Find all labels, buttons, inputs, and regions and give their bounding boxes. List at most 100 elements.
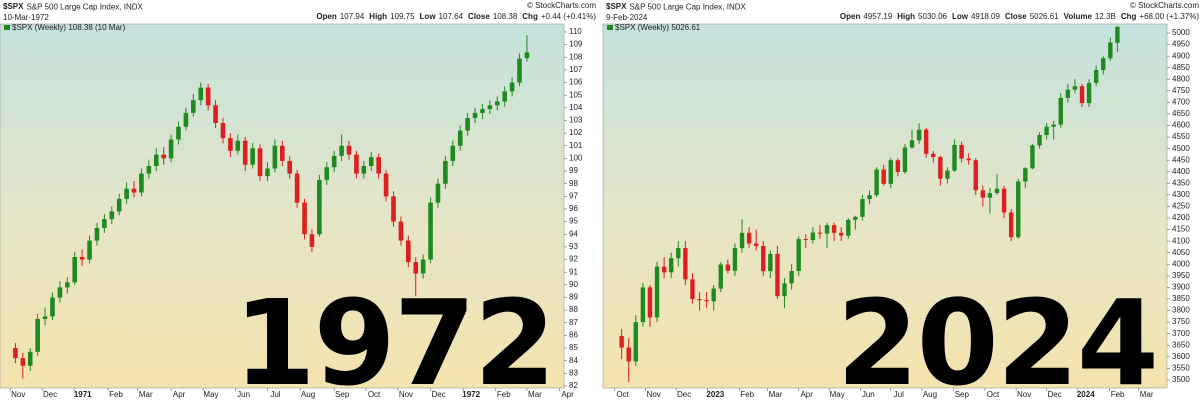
y-tick-label: 4800	[1172, 74, 1190, 83]
candle-body	[1115, 26, 1120, 43]
y-tick-label: 4050	[1172, 248, 1190, 257]
candle-body	[109, 211, 115, 220]
quote-label: Close	[1005, 12, 1027, 21]
candle-body	[1044, 126, 1049, 136]
x-tick-label: Nov	[399, 390, 413, 399]
candle-body	[987, 193, 993, 198]
candle-body	[139, 173, 144, 193]
y-tick-label: 109	[569, 40, 583, 49]
candle-body	[354, 154, 359, 174]
candle-body	[874, 169, 879, 196]
candle-body	[502, 91, 507, 102]
y-tick-label: 93	[569, 242, 578, 251]
candle-body	[376, 157, 381, 174]
index-name: S&P 500 Large Cap Index, INDX	[26, 3, 143, 12]
y-tick-label: 4150	[1172, 225, 1190, 234]
quote-value: 107.94	[340, 12, 365, 21]
candle-body	[346, 145, 352, 155]
x-tick-label: Dec	[1047, 390, 1061, 399]
candle-body	[1037, 135, 1042, 146]
candle-body	[746, 232, 752, 244]
x-tick-label: May	[830, 390, 845, 399]
quote-value: 5026.61	[1030, 12, 1059, 21]
x-tick-label: Feb	[740, 390, 754, 399]
y-tick-label: 98	[569, 179, 578, 188]
y-tick-label: 3800	[1172, 306, 1190, 315]
quote-value: 109.75	[390, 12, 415, 21]
candle-body	[183, 112, 189, 127]
x-tick-label: Mar	[769, 390, 783, 399]
candle-body	[324, 167, 330, 180]
y-tick-label: 3650	[1172, 340, 1190, 349]
candle-body	[1058, 98, 1063, 125]
candle-body	[1051, 124, 1056, 127]
quote-value: +68.00 (+1.37%)	[1139, 12, 1199, 21]
candle-body	[302, 202, 307, 235]
candle-body	[161, 154, 166, 159]
y-tick-label: 83	[569, 368, 578, 377]
candle-body	[916, 129, 922, 141]
x-tick-label: Mar	[528, 390, 542, 399]
candle-body	[57, 287, 63, 298]
y-tick-label: 90	[569, 280, 578, 289]
candle-body	[428, 202, 433, 260]
candle-body	[487, 105, 493, 110]
y-tick-label: 87	[569, 318, 578, 327]
candle-body	[923, 129, 929, 154]
candle-body	[257, 148, 263, 177]
x-tick-label: Jun	[237, 390, 250, 399]
y-tick-label: 3550	[1172, 363, 1190, 372]
candle-body	[27, 351, 33, 366]
x-tick-label: Mar	[1140, 390, 1154, 399]
candle-body	[633, 322, 638, 362]
candle-body	[168, 139, 174, 159]
candle-body	[938, 156, 943, 179]
candle-body	[146, 165, 152, 174]
y-tick-label: 100	[569, 154, 583, 163]
candle-body	[1072, 86, 1078, 90]
candle-body	[626, 347, 631, 362]
candle-body	[761, 246, 766, 272]
x-tick-label: Dec	[677, 390, 691, 399]
year-overlay: 2024	[837, 274, 1157, 400]
candle-body	[494, 101, 500, 106]
candle-body	[1008, 212, 1014, 238]
candle-body	[72, 257, 78, 283]
candle-body	[697, 298, 702, 301]
quote-value: 12.3B	[1095, 12, 1116, 21]
x-tick-label: Apr	[173, 390, 186, 399]
candle-body	[287, 160, 293, 174]
y-tick-label: 3900	[1172, 283, 1190, 292]
y-tick-label: 3850	[1172, 294, 1190, 303]
quote-value: 4957.19	[863, 12, 892, 21]
y-tick-label: 4900	[1172, 51, 1190, 60]
y-tick-label: 4600	[1172, 121, 1190, 130]
candle-body	[50, 297, 55, 317]
candle-body	[317, 179, 322, 235]
y-tick-label: 91	[569, 267, 578, 276]
plot-background	[0, 23, 565, 389]
date: 10-Mar-1972	[3, 13, 49, 22]
x-tick-label: Feb	[1111, 390, 1125, 399]
candle-body	[846, 219, 851, 236]
x-tick-label: May	[203, 390, 218, 399]
quote-label: Volume	[1064, 12, 1093, 21]
candle-body	[383, 173, 389, 197]
candle-body	[279, 145, 285, 161]
y-tick-label: 103	[569, 116, 583, 125]
quote-label: Chg	[1121, 12, 1137, 21]
candle-body	[1101, 58, 1106, 71]
x-tick-label: Aug	[301, 390, 315, 399]
candle-body	[676, 248, 681, 259]
candle-body	[124, 188, 129, 199]
candle-body	[803, 239, 808, 241]
candle-body	[711, 288, 716, 302]
legend: $SPX (Weekly) 108.38 (10 Mar)	[12, 23, 126, 32]
candle-body	[1079, 86, 1085, 104]
x-tick-label: Aug	[923, 390, 937, 399]
candle-body	[87, 240, 92, 260]
y-tick-label: 104	[569, 103, 583, 112]
candle-body	[391, 196, 396, 222]
x-tick-label: Feb	[497, 390, 511, 399]
x-tick-label: 1971	[74, 390, 92, 399]
